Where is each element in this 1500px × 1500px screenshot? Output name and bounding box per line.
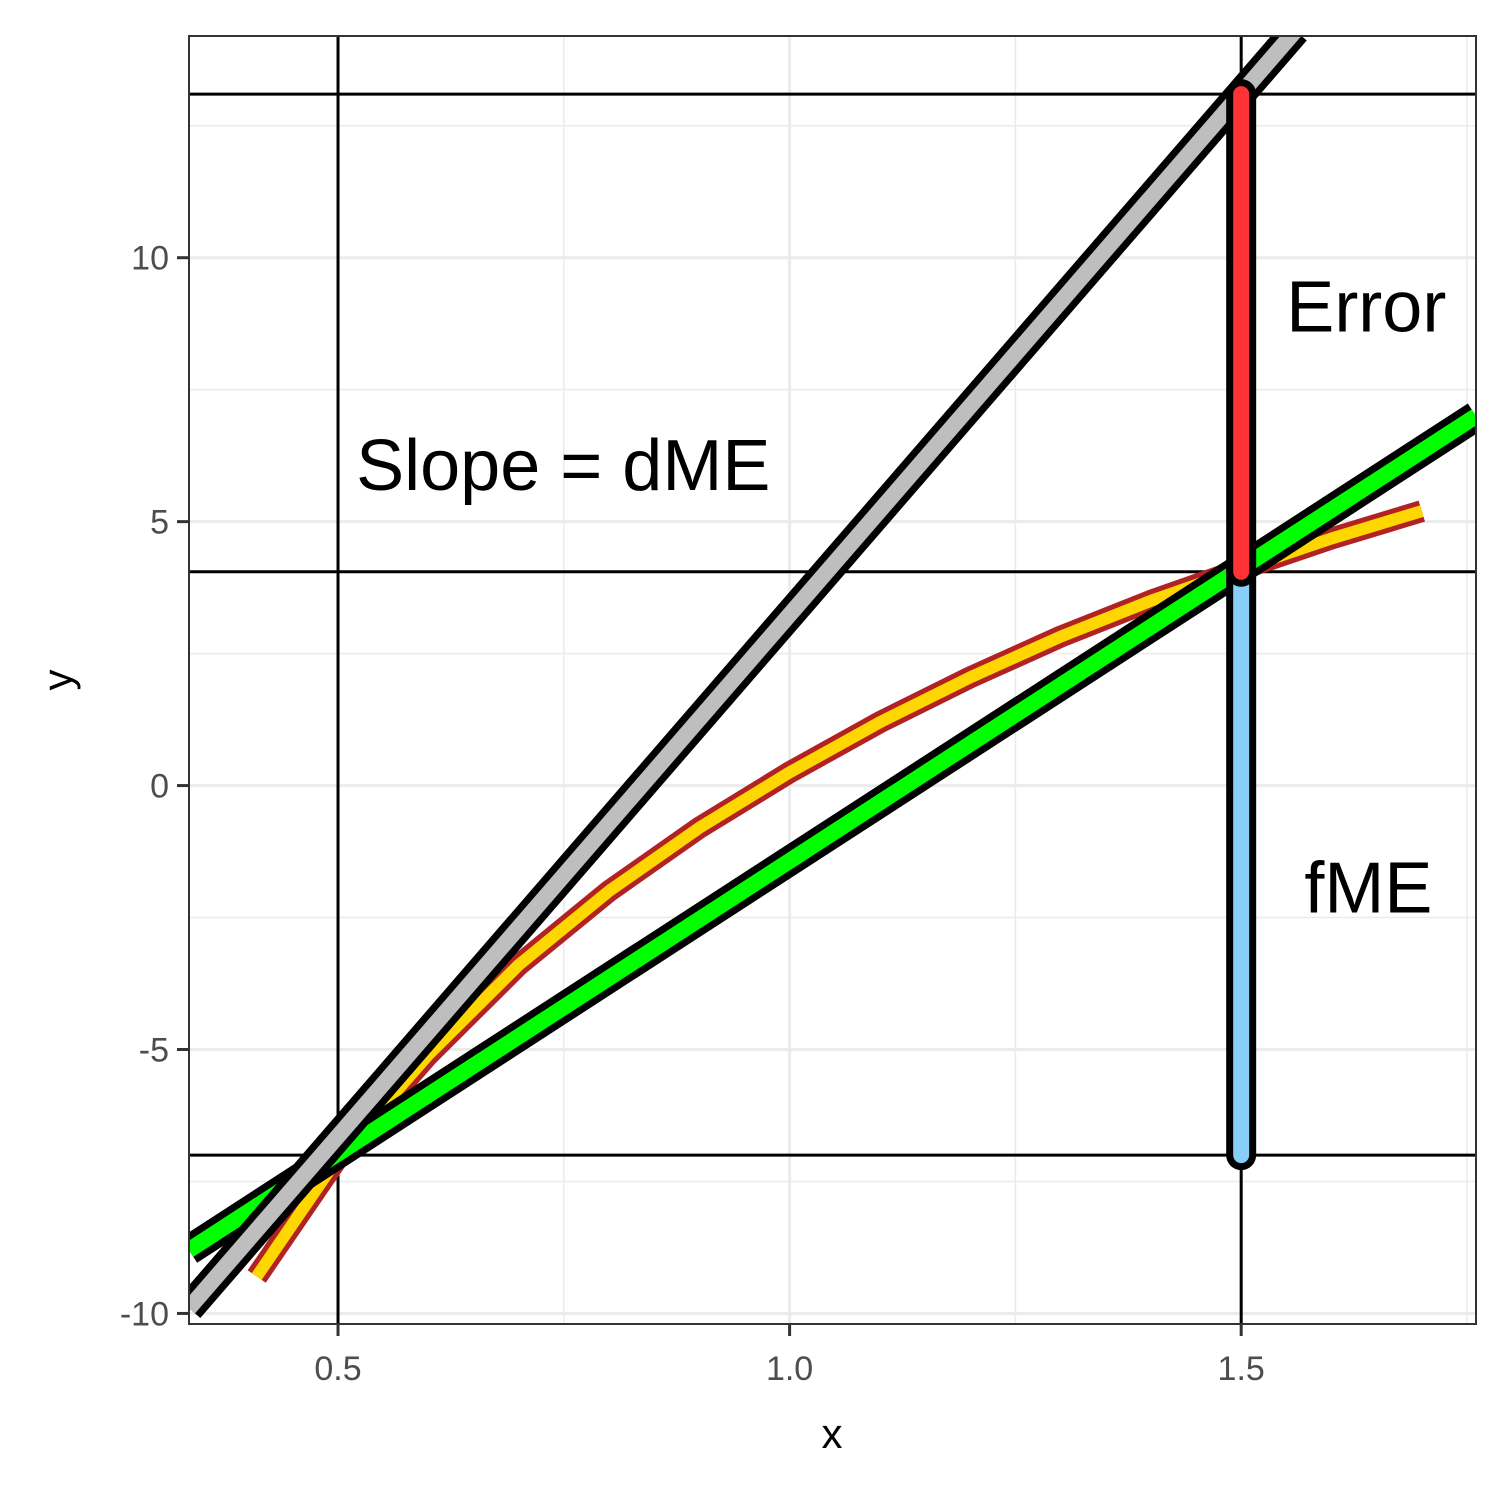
y-tick-label: 0: [150, 768, 169, 806]
x-tick-label: 1.0: [766, 1350, 813, 1388]
annotation-fme: fME: [1304, 848, 1432, 928]
annotation-error: Error: [1286, 268, 1446, 348]
x-tick-label: 0.5: [314, 1350, 361, 1388]
y-axis-title: y: [34, 670, 81, 691]
panel-border: [188, 35, 1477, 1325]
axes: 0.5 1.0 1.5 -10 -5 0 5 10: [120, 240, 1265, 1388]
y-tick-label: -5: [139, 1032, 169, 1070]
annotations: Slope = dME Error fME: [356, 268, 1446, 929]
tangent-line: [189, 409, 1476, 1257]
slope-line: [189, 36, 1302, 1314]
series-layer: [189, 36, 1476, 1319]
x-tick-label: 1.5: [1218, 1350, 1265, 1388]
x-axis-title: x: [822, 1410, 843, 1457]
plot-content: [189, 36, 1476, 1324]
y-tick-label: 10: [131, 240, 169, 278]
y-tick-label: 5: [150, 504, 169, 542]
annotation-slope-dme: Slope = dME: [356, 426, 770, 506]
y-tick-label: -10: [120, 1295, 169, 1333]
